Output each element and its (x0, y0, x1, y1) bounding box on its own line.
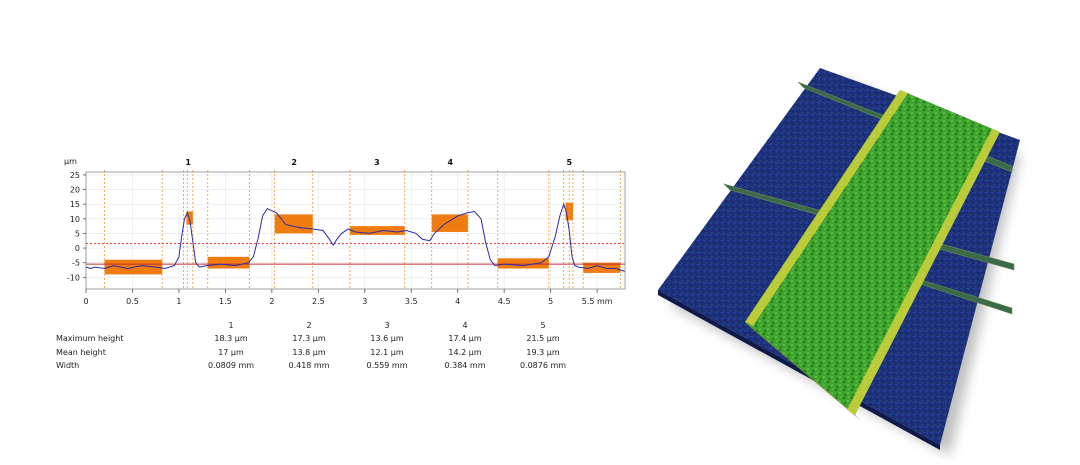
y-tick-label: -10 (67, 273, 80, 282)
track-side (745, 322, 860, 420)
x-tick-label: 2 (269, 297, 274, 306)
step-labels: 1 2 3 4 5 (185, 158, 572, 167)
y-tick-label: -5 (72, 259, 80, 268)
x-tick-label: 4 (455, 297, 460, 306)
x-tick-label: 0.5 (126, 297, 139, 306)
x-tick-label: 0 (83, 297, 88, 306)
x-tick-label: 5 (548, 297, 553, 306)
y-axis: 25 20 15 10 5 0 -5 -10 (67, 171, 86, 282)
step-label: 4 (448, 158, 454, 167)
table-cell: 18.3 µm (214, 334, 248, 344)
table-cell: 17.4 µm (448, 334, 482, 344)
table-row-width: Width 0.0809 mm 0.418 mm 0.559 mm 0.384 … (56, 359, 582, 373)
table-header-row: 1 2 3 4 5 (56, 318, 582, 332)
table-cell: 0.0876 mm (519, 361, 567, 371)
profile-series (85, 202, 626, 272)
table-cell: 13.6 µm (370, 334, 404, 344)
plot-frame (85, 171, 626, 290)
row-label: Mean height (56, 347, 106, 357)
step-zone (207, 256, 250, 269)
step-zone (583, 262, 621, 273)
table-cell: 19.3 µm (526, 347, 560, 357)
step-header: 2 (306, 320, 312, 330)
x-tick-label: 5.5 mm (582, 297, 613, 306)
step-zones (104, 202, 621, 275)
table-cell: 0.559 mm (366, 361, 408, 371)
step-label: 1 (185, 158, 191, 167)
step-zone (349, 226, 405, 235)
x-tick-label: 1 (176, 297, 181, 306)
step-header: 3 (384, 320, 390, 330)
table-cell: 14.2 µm (448, 347, 482, 357)
profile-line (85, 202, 626, 272)
x-tick-label: 2.5 (312, 297, 325, 306)
table-cell: 12.1 µm (370, 347, 404, 357)
base-front-edge (658, 290, 940, 450)
row-label: Maximum height (56, 334, 124, 344)
x-axis: 0 0.5 1 1.5 2 2.5 3 3.5 4 4.5 5 5.5 mm (83, 289, 613, 306)
y-tick-label: 20 (70, 186, 80, 195)
y-tick-label: 25 (70, 171, 80, 180)
table-row-mean-height: Mean height 17 µm 13.8 µm 12.1 µm 14.2 µ… (56, 346, 582, 360)
track-edge (745, 90, 908, 326)
step-zone (431, 214, 468, 232)
step-label: 2 (291, 158, 297, 167)
table-row-max-height: Maximum height 18.3 µm 17.3 µm 13.6 µm 1… (56, 332, 582, 346)
row-label: Width (56, 361, 80, 371)
step-header: 5 (540, 320, 546, 330)
step-zone (274, 214, 313, 234)
table-cell: 13.8 µm (292, 347, 326, 357)
conductive-track (745, 90, 1000, 415)
table-cell: 21.5 µm (526, 334, 560, 344)
step-label: 3 (374, 158, 380, 167)
table-cell: 0.0809 mm (207, 361, 255, 371)
table-cell: 0.418 mm (288, 361, 330, 371)
y-tick-label: 15 (70, 200, 80, 209)
table-cell: 0.384 mm (444, 361, 486, 371)
step-label: 5 (566, 158, 572, 167)
x-tick-label: 1.5 (219, 297, 232, 306)
y-tick-label: 0 (75, 244, 80, 253)
measurement-table: 1 2 3 4 5 Maximum height 18.3 µm 17.3 µm… (56, 318, 582, 373)
x-tick-label: 3.5 (405, 297, 418, 306)
y-tick-label: 5 (75, 229, 80, 238)
step-zone (186, 211, 193, 225)
table-cell: 17.3 µm (292, 334, 326, 344)
x-tick-label: 3 (362, 297, 367, 306)
surface-3d-render (658, 68, 1020, 455)
table-cell: 17 µm (218, 347, 244, 357)
step-header: 1 (228, 320, 234, 330)
x-tick-label: 4.5 (498, 297, 511, 306)
y-tick-label: 10 (70, 215, 80, 224)
step-header: 4 (462, 320, 468, 330)
y-unit-label: µm (64, 157, 77, 166)
step-zone (497, 258, 549, 269)
track-edge (847, 129, 1000, 415)
